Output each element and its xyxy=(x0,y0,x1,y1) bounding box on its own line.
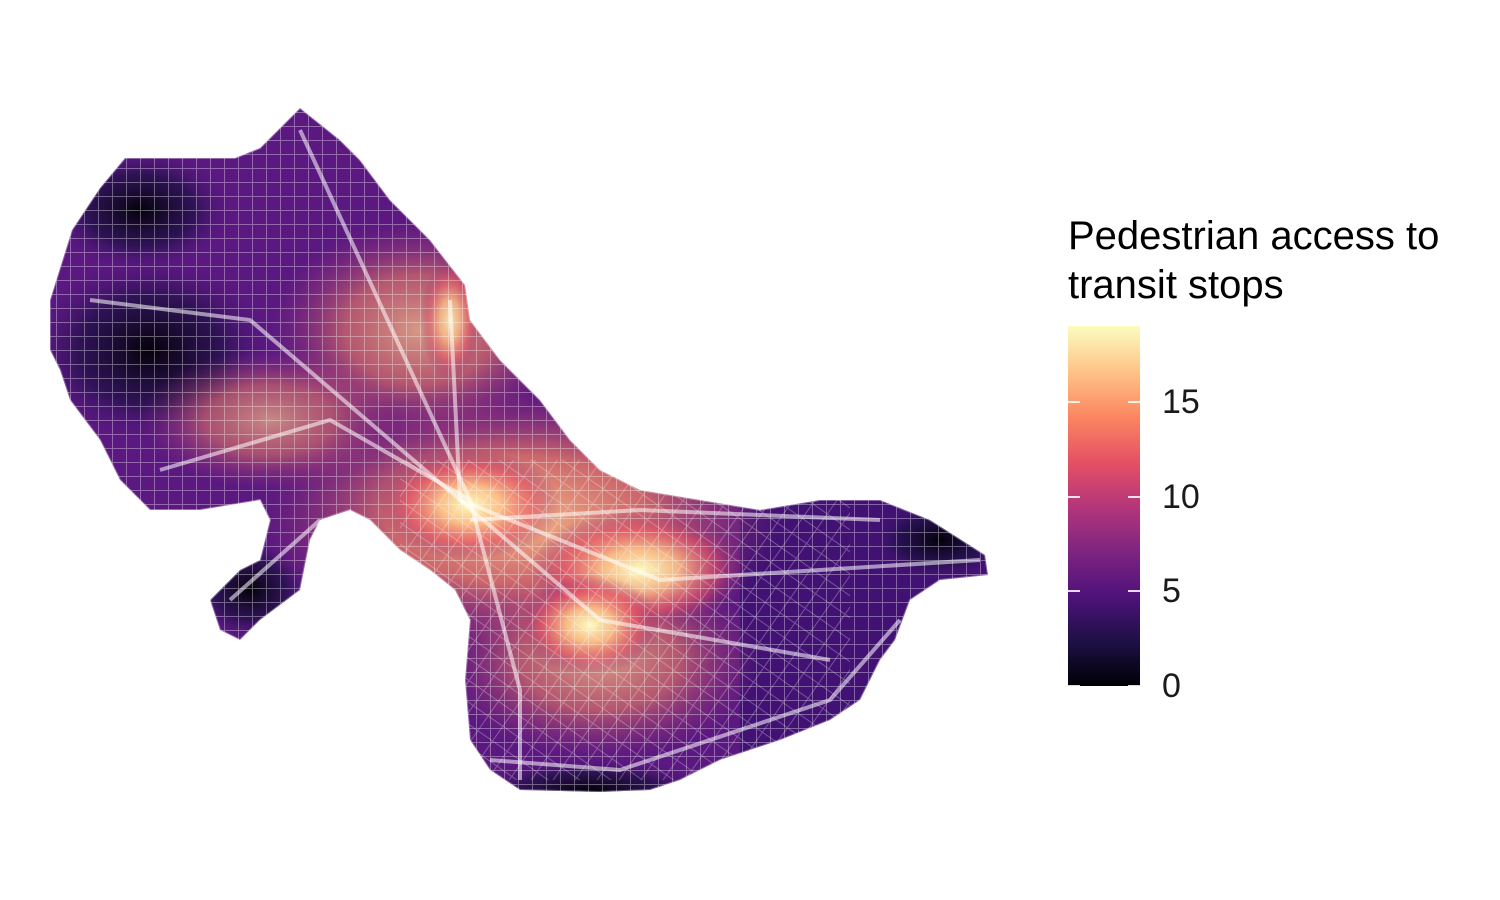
legend-tick-label: 5 xyxy=(1162,574,1181,608)
legend-tick-label: 0 xyxy=(1162,669,1181,703)
legend: Pedestrian access to transit stops 0 5 10 1… xyxy=(1068,212,1498,712)
legend-tick-right xyxy=(1128,685,1140,687)
legend-tick-left xyxy=(1068,401,1080,403)
legend-title-line1: Pedestrian access to xyxy=(1068,212,1439,261)
legend-tick-left xyxy=(1068,685,1080,687)
legend-tick-label: 15 xyxy=(1162,385,1200,419)
legend-tick-label: 10 xyxy=(1162,480,1200,514)
legend-tick-left xyxy=(1068,590,1080,592)
legend-title-line2: transit stops xyxy=(1068,261,1439,310)
legend-tick-left xyxy=(1068,496,1080,498)
legend-title: Pedestrian access to transit stops xyxy=(1068,212,1439,310)
legend-colorbar xyxy=(1068,326,1140,686)
legend-tick-right xyxy=(1128,401,1140,403)
legend-tick-right xyxy=(1128,590,1140,592)
raster-layer xyxy=(0,0,1010,900)
legend-tick-right xyxy=(1128,496,1140,498)
